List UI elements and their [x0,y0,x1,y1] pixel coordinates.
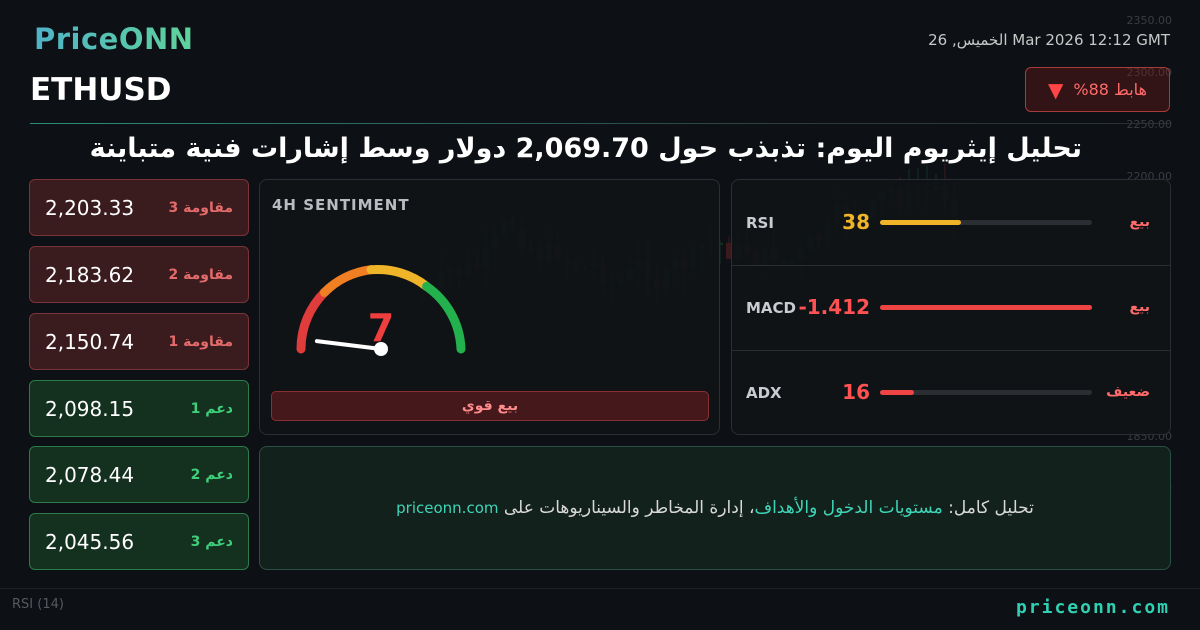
indicator-signal: بيع [1129,299,1150,315]
level-value: 2,183.62 [45,262,135,287]
symbol-title: ETHUSD [30,72,172,108]
support-2-card: 2,078.44 دعم 2 [29,446,249,503]
indicator-value: -1.412 [798,295,870,319]
indicator-value: 16 [842,380,870,404]
indicator-row-rsi: RSI 38 بيع [732,180,1170,265]
background-price-label: 2250.00 [1127,118,1173,131]
background-price-label: 2300.00 [1127,66,1173,79]
background-candle-body [726,242,732,259]
indicator-track [880,305,1092,310]
level-value: 2,045.56 [45,529,135,554]
indicator-divider [732,350,1170,351]
cta-link-entry-levels[interactable]: مستويات الدخول والأهداف [754,498,943,518]
indicator-row-adx: ADX 16 ضعيف [732,350,1170,435]
resistance-2-card: 2,183.62 مقاومة 2 [29,246,249,303]
level-label: مقاومة 3 [168,199,234,216]
headline: تحليل إيثريوم اليوم: تذبذب حول 2,069.70 … [89,133,1082,164]
level-label: دعم 1 [190,400,233,417]
support-3-card: 2,045.56 دعم 3 [29,513,249,570]
indicator-value: 38 [842,210,870,234]
resistance-1-card: 2,150.74 مقاومة 1 [29,313,249,370]
down-arrow-icon: ▼ [1048,77,1064,102]
gauge-arc-yellow [366,264,432,291]
gauge-needle [314,339,383,351]
indicator-fill [880,220,961,225]
level-label: دعم 2 [190,466,233,483]
indicator-divider [732,265,1170,266]
level-value: 2,203.33 [45,195,135,220]
gauge-arc-orange [319,265,376,297]
sentiment-gauge: 7 [296,264,466,356]
footer-domain-link[interactable]: priceonn.com [1015,597,1170,618]
datetime-stamp: الخميس, 26 Mar 2026 12:12 GMT [928,31,1170,49]
resistance-3-card: 2,203.33 مقاومة 3 [29,179,249,236]
indicator-name: MACD [746,299,796,317]
trend-badge: ▼ %هابط 88 [1025,67,1170,112]
indicators-panel: RSI 38 بيع MACD -1.412 بيع ADX 16 ضعيف [731,179,1171,435]
sentiment-score: 7 [368,306,394,350]
level-value: 2,098.15 [45,396,135,421]
level-value: 2,078.44 [45,462,135,487]
indicator-name: ADX [746,384,782,402]
gauge-arc-green [422,281,466,354]
priceonn-logo: PriceONN [34,22,194,56]
gauge-pivot [374,342,388,356]
indicator-row-macd: MACD -1.412 بيع [732,265,1170,350]
level-value: 2,150.74 [45,329,135,354]
sentiment-title: 4H SENTIMENT [272,196,410,214]
indicator-fill [880,305,1092,310]
background-rsi-label: RSI (14) [12,597,64,612]
level-label: مقاومة 1 [168,333,234,350]
indicator-signal: ضعيف [1106,384,1150,400]
background-candle-body [717,242,723,245]
cta-domain-link[interactable]: priceonn.com [396,499,499,517]
indicator-track [880,220,1092,225]
gauge-arc-red [296,287,329,354]
cta-suffix: ، إدارة المخاطر والسيناريوهات على [503,498,755,518]
sentiment-panel: 4H SENTIMENT 7 بيع قوي [259,179,720,435]
level-label: دعم 3 [190,533,233,550]
level-label: مقاومة 2 [168,266,234,283]
indicator-signal: بيع [1129,214,1150,230]
trend-badge-text: %هابط 88 [1073,80,1147,99]
support-1-card: 2,098.15 دعم 1 [29,380,249,437]
indicator-name: RSI [746,214,774,232]
indicator-fill [880,390,914,395]
footer-divider [0,588,1200,589]
indicator-track [880,390,1092,395]
cta-prefix: تحليل كامل: [948,498,1034,518]
background-price-label: 2350.00 [1127,14,1173,27]
sentiment-label: بيع قوي [271,391,709,421]
header-divider [30,123,1170,124]
full-analysis-callout[interactable]: تحليل كامل: مستويات الدخول والأهداف ، إدا… [259,446,1171,570]
